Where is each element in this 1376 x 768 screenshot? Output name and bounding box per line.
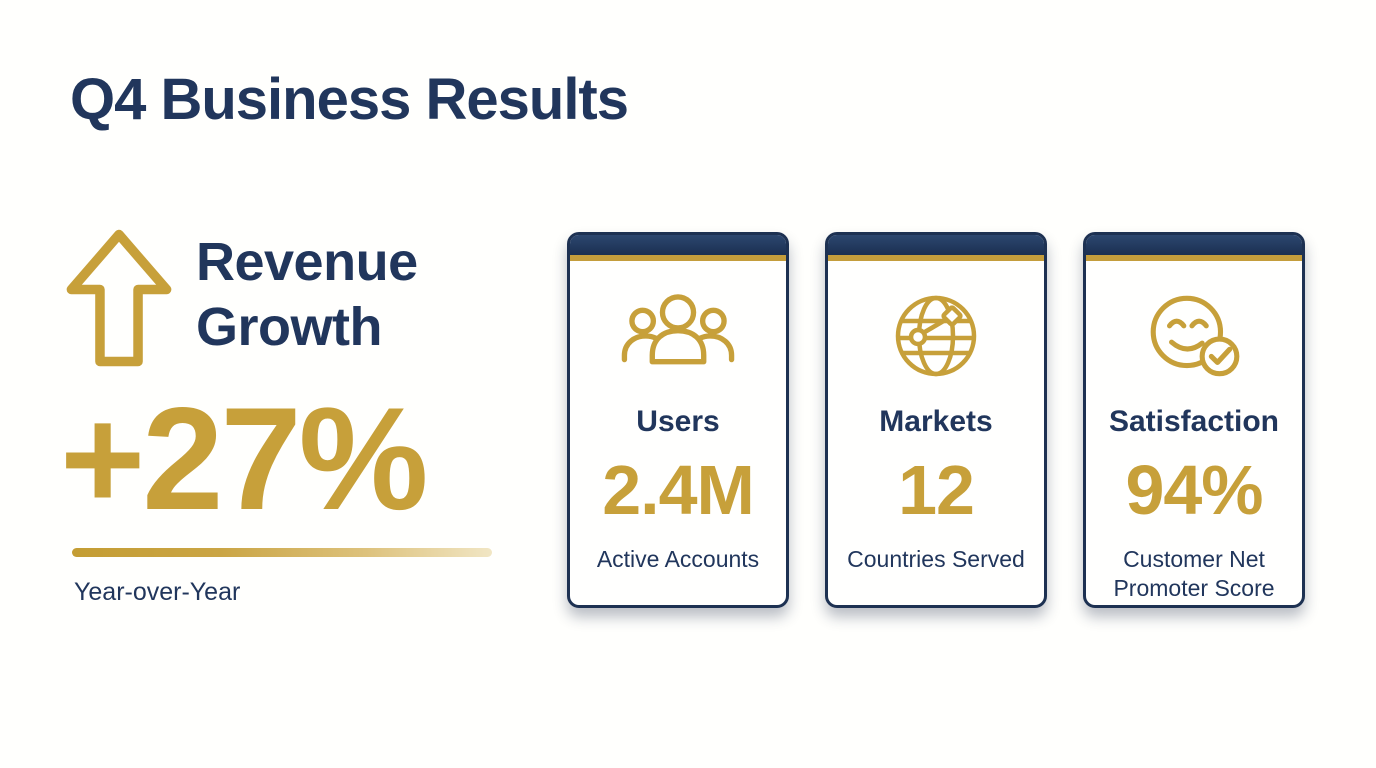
card-value: 94% — [1125, 451, 1263, 529]
card-label: Satisfaction — [1108, 405, 1280, 438]
card-caption: Active Accounts — [596, 546, 760, 572]
kpi-card-markets: Markets 12 Countries Served — [825, 232, 1047, 608]
card-gold-accent — [570, 255, 786, 261]
card-value: 2.4M — [602, 451, 755, 529]
revenue-growth-line1: Revenue — [196, 232, 418, 292]
card-gold-accent — [1086, 255, 1302, 261]
users-icon — [619, 285, 737, 387]
arrow-up-icon — [64, 226, 174, 370]
card-label: Users — [636, 405, 720, 438]
revenue-growth-value: +27% — [60, 377, 428, 540]
revenue-growth-heading: Revenue Growth — [196, 230, 418, 360]
revenue-growth-caption: Year-over-Year — [74, 578, 241, 606]
card-header-bar — [1086, 235, 1302, 255]
page-title: Q4 Business Results — [70, 67, 629, 132]
card-label: Markets — [879, 405, 993, 438]
card-header-bar — [570, 235, 786, 255]
kpi-card-users: Users 2.4M Active Accounts — [567, 232, 789, 608]
card-caption: Countries Served — [847, 546, 1025, 572]
globe-icon — [888, 285, 984, 387]
smiley-check-icon — [1086, 285, 1302, 387]
revenue-growth-line2: Growth — [196, 296, 382, 357]
card-gold-accent — [828, 255, 1044, 261]
card-value: 12 — [898, 451, 975, 529]
card-caption: Customer Net Promoter Score — [1113, 546, 1275, 601]
card-header-bar — [828, 235, 1044, 255]
kpi-card-satisfaction: Satisfaction 94% Customer Net Promoter S… — [1083, 232, 1305, 608]
gold-divider — [72, 548, 492, 557]
